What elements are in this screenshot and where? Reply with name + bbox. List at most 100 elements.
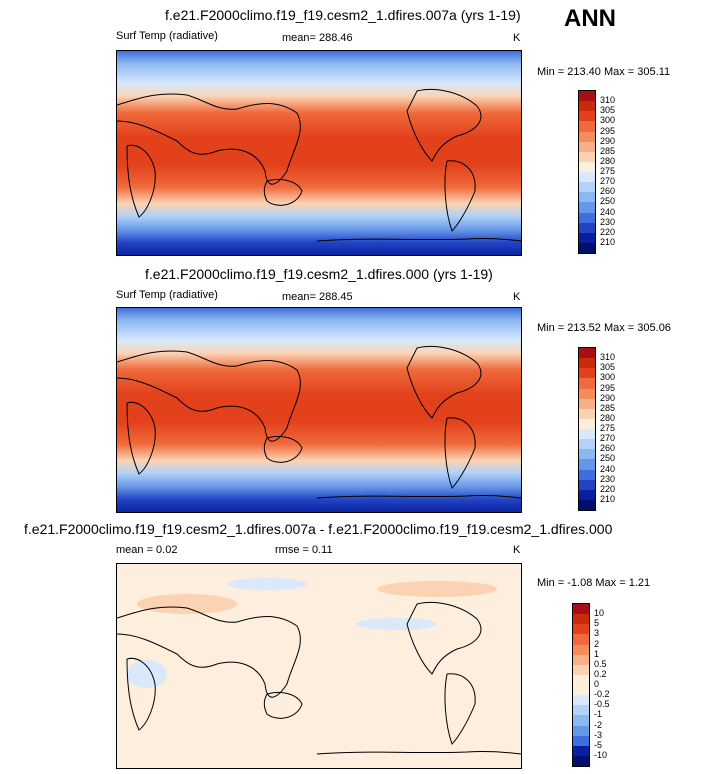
panel2-colorbar bbox=[578, 347, 596, 511]
panel2-title: f.e21.F2000climo.f19_f19.cesm2_1.dfires.… bbox=[145, 266, 493, 282]
colorbar-swatch bbox=[573, 755, 589, 766]
panel3-units: K bbox=[513, 544, 521, 556]
colorbar-tick-label: 210 bbox=[600, 236, 616, 247]
colorbar-swatch bbox=[579, 418, 595, 429]
colorbar-tick-label: 270 bbox=[600, 433, 616, 444]
colorbar-swatch bbox=[579, 449, 595, 460]
colorbar-swatch bbox=[579, 222, 595, 233]
colorbar-swatch bbox=[573, 644, 589, 655]
colorbar-tick-label: 210 bbox=[600, 493, 616, 504]
colorbar-swatch bbox=[579, 172, 595, 183]
colorbar-swatch bbox=[579, 202, 595, 213]
colorbar-tick-label: 260 bbox=[600, 443, 616, 454]
colorbar-tick-label: 290 bbox=[600, 392, 616, 403]
panel2-mean: mean= 288.45 bbox=[282, 291, 353, 303]
colorbar-tick-label: 310 bbox=[600, 352, 616, 363]
colorbar-swatch bbox=[573, 695, 589, 706]
colorbar-tick-label: 5 bbox=[594, 618, 600, 629]
colorbar-tick-label: 220 bbox=[600, 226, 616, 237]
colorbar-tick-label: 1 bbox=[594, 648, 600, 659]
panel1-minmax: Min = 213.40 Max = 305.11 bbox=[537, 66, 671, 78]
colorbar-swatch bbox=[573, 735, 589, 746]
colorbar-swatch bbox=[579, 192, 595, 203]
panel1-mean: mean= 288.46 bbox=[282, 32, 353, 44]
panel2-minmax: Min = 213.52 Max = 305.06 bbox=[537, 322, 671, 334]
colorbar-tick-label: 300 bbox=[600, 372, 616, 383]
colorbar-tick-label: 0.2 bbox=[594, 668, 607, 679]
colorbar-tick-label: -0.2 bbox=[594, 689, 610, 700]
colorbar-swatch bbox=[579, 429, 595, 440]
colorbar-swatch bbox=[579, 469, 595, 480]
panel2-units: K bbox=[513, 291, 521, 303]
colorbar-tick-label: 220 bbox=[600, 483, 616, 494]
colorbar-swatch bbox=[579, 348, 595, 359]
panel3-mean: mean = 0.02 bbox=[116, 544, 178, 556]
colorbar-tick-label: -2 bbox=[594, 719, 603, 730]
colorbar-swatch bbox=[579, 368, 595, 379]
panel2-variable: Surf Temp (radiative) bbox=[116, 289, 218, 301]
colorbar-swatch bbox=[573, 634, 589, 645]
colorbar-swatch bbox=[579, 439, 595, 450]
colorbar-swatch bbox=[579, 212, 595, 223]
panel1-variable: Surf Temp (radiative) bbox=[116, 30, 218, 42]
colorbar-swatch bbox=[579, 182, 595, 193]
colorbar-swatch bbox=[573, 674, 589, 685]
panel3-colorbar bbox=[572, 603, 590, 767]
colorbar-swatch bbox=[573, 715, 589, 726]
panel1-map bbox=[116, 50, 522, 256]
colorbar-swatch bbox=[579, 161, 595, 172]
panel3-minmax: Min = -1.08 Max = 1.21 bbox=[537, 577, 651, 589]
colorbar-tick-label: 300 bbox=[600, 115, 616, 126]
panel1-title: f.e21.F2000climo.f19_f19.cesm2_1.dfires.… bbox=[165, 7, 521, 23]
panel1-colorbar bbox=[578, 90, 596, 254]
colorbar-tick-label: 250 bbox=[600, 453, 616, 464]
panel3-map bbox=[116, 563, 522, 769]
colorbar-swatch bbox=[579, 358, 595, 369]
colorbar-tick-label: 295 bbox=[600, 382, 616, 393]
colorbar-swatch bbox=[573, 685, 589, 696]
colorbar-tick-label: -0.5 bbox=[594, 699, 610, 710]
panel2-map bbox=[116, 307, 522, 513]
colorbar-tick-label: 285 bbox=[600, 402, 616, 413]
colorbar-tick-label: 285 bbox=[600, 145, 616, 156]
colorbar-swatch bbox=[579, 242, 595, 253]
colorbar-tick-label: 250 bbox=[600, 196, 616, 207]
colorbar-swatch bbox=[579, 151, 595, 162]
colorbar-tick-label: 305 bbox=[600, 105, 616, 116]
season-label: ANN bbox=[564, 5, 616, 32]
colorbar-tick-label: 0.5 bbox=[594, 658, 607, 669]
colorbar-tick-label: 240 bbox=[600, 463, 616, 474]
colorbar-tick-label: -10 bbox=[594, 749, 608, 760]
colorbar-swatch bbox=[573, 725, 589, 736]
colorbar-tick-label: 260 bbox=[600, 186, 616, 197]
colorbar-tick-label: 0 bbox=[594, 679, 600, 689]
panel3-map-svg bbox=[117, 564, 521, 768]
colorbar-tick-label: 290 bbox=[600, 135, 616, 146]
colorbar-swatch bbox=[573, 614, 589, 625]
colorbar-swatch bbox=[579, 479, 595, 490]
colorbar-tick-label: 270 bbox=[600, 176, 616, 187]
colorbar-tick-label: 280 bbox=[600, 412, 616, 423]
panel3-colorbar-swatches bbox=[573, 604, 589, 766]
colorbar-tick-label: 3 bbox=[594, 628, 600, 639]
panel2-map-svg bbox=[117, 308, 521, 512]
colorbar-swatch bbox=[579, 232, 595, 243]
colorbar-swatch bbox=[579, 101, 595, 112]
colorbar-tick-label: 305 bbox=[600, 362, 616, 373]
colorbar-swatch bbox=[573, 664, 589, 675]
colorbar-tick-label: 280 bbox=[600, 155, 616, 166]
panel3-rmse: rmse = 0.11 bbox=[275, 544, 333, 556]
colorbar-tick-label: 275 bbox=[600, 423, 616, 433]
colorbar-swatch bbox=[579, 111, 595, 122]
colorbar-swatch bbox=[579, 408, 595, 419]
colorbar-swatch bbox=[573, 604, 589, 615]
colorbar-tick-label: -3 bbox=[594, 729, 603, 740]
colorbar-swatch bbox=[579, 141, 595, 152]
panel2-colorbar-swatches bbox=[579, 348, 595, 510]
colorbar-tick-label: 10 bbox=[594, 608, 605, 619]
colorbar-tick-label: 240 bbox=[600, 206, 616, 217]
panel1-units: K bbox=[513, 32, 521, 44]
colorbar-tick-label: 230 bbox=[600, 216, 616, 227]
colorbar-swatch bbox=[579, 388, 595, 399]
colorbar-tick-label: 310 bbox=[600, 95, 616, 106]
